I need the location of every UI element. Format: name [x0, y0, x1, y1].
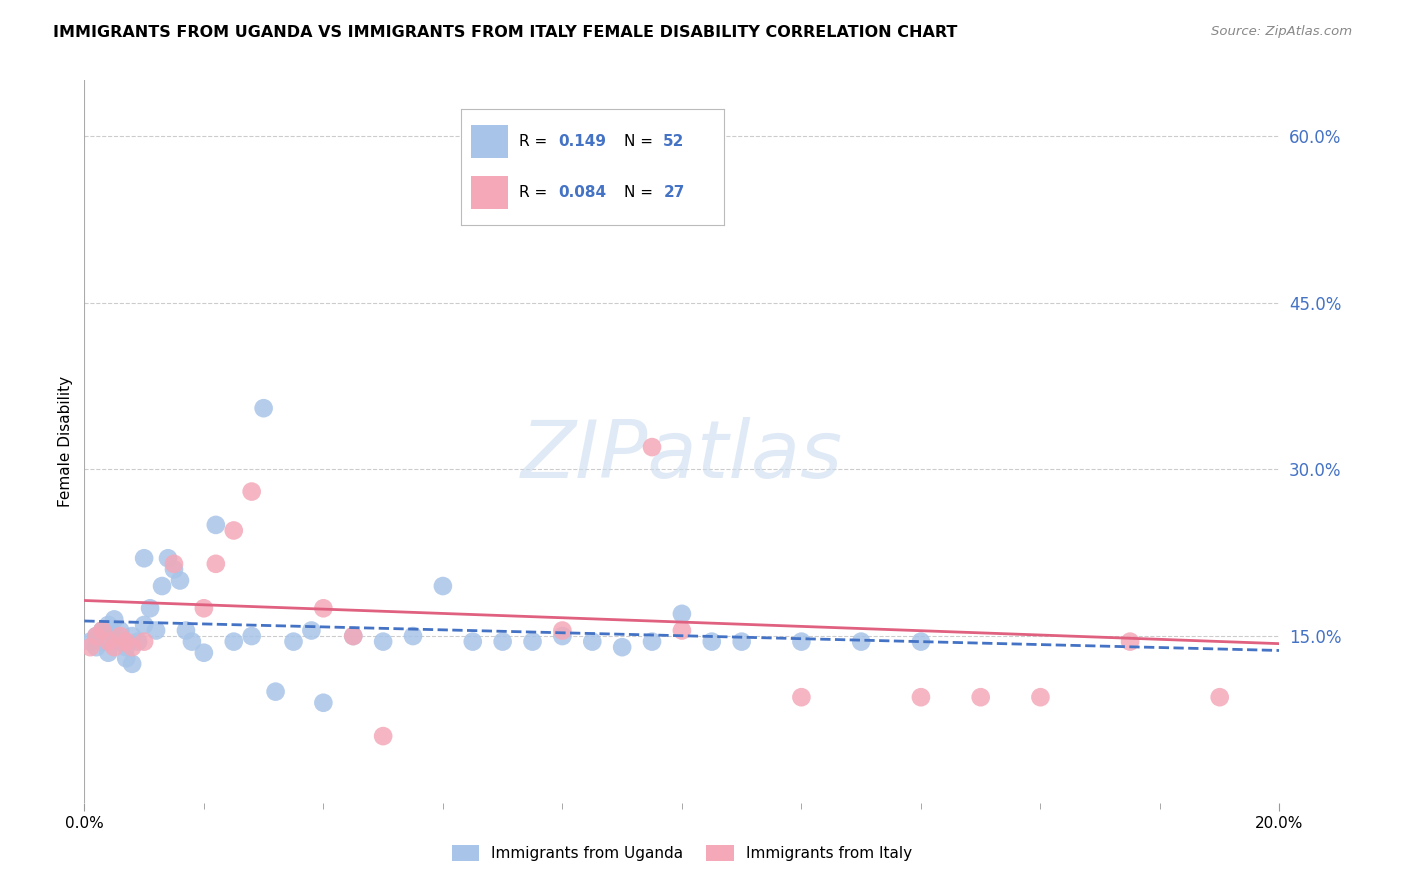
- Point: [612, 640, 634, 655]
- Point: [731, 634, 754, 648]
- Point: [373, 729, 395, 743]
- Point: [91, 634, 114, 648]
- Point: [121, 657, 143, 671]
- Point: [910, 690, 932, 705]
- Point: [157, 551, 180, 566]
- Point: [790, 690, 813, 705]
- Point: [132, 551, 156, 566]
- Point: [264, 684, 287, 698]
- Point: [145, 624, 167, 638]
- Point: [127, 634, 149, 648]
- Point: [253, 401, 276, 416]
- Point: [110, 629, 132, 643]
- Y-axis label: Female Disability: Female Disability: [58, 376, 73, 508]
- Point: [373, 634, 395, 648]
- Point: [139, 601, 162, 615]
- Point: [970, 690, 993, 705]
- Point: [671, 624, 693, 638]
- Point: [301, 624, 323, 638]
- Point: [193, 646, 215, 660]
- Point: [132, 634, 156, 648]
- Point: [91, 624, 114, 638]
- Point: [581, 634, 603, 648]
- Point: [97, 646, 120, 660]
- Point: [86, 640, 108, 655]
- Point: [1209, 690, 1232, 705]
- Point: [110, 634, 132, 648]
- Point: [910, 634, 932, 648]
- Point: [222, 634, 245, 648]
- Point: [240, 484, 263, 499]
- Point: [312, 696, 335, 710]
- Legend: Immigrants from Uganda, Immigrants from Italy: Immigrants from Uganda, Immigrants from …: [446, 839, 918, 867]
- Point: [193, 601, 215, 615]
- Point: [551, 629, 574, 643]
- Point: [432, 579, 454, 593]
- Point: [150, 579, 173, 593]
- Point: [851, 634, 873, 648]
- Point: [115, 640, 138, 655]
- Point: [103, 629, 125, 643]
- Point: [205, 517, 228, 532]
- Point: [522, 634, 544, 648]
- Point: [110, 624, 132, 638]
- Point: [115, 651, 138, 665]
- Point: [402, 629, 425, 643]
- Point: [181, 634, 204, 648]
- Point: [1029, 690, 1052, 705]
- Point: [79, 640, 101, 655]
- Point: [612, 207, 634, 221]
- Text: ZIPatlas: ZIPatlas: [520, 417, 844, 495]
- Point: [551, 624, 574, 638]
- Point: [700, 634, 723, 648]
- Point: [132, 618, 156, 632]
- Point: [97, 634, 120, 648]
- Point: [174, 624, 197, 638]
- Point: [283, 634, 305, 648]
- Point: [121, 629, 143, 643]
- Point: [671, 607, 693, 621]
- Point: [492, 634, 515, 648]
- Point: [86, 629, 108, 643]
- Point: [169, 574, 191, 588]
- Point: [163, 557, 186, 571]
- Point: [461, 634, 484, 648]
- Point: [240, 629, 263, 643]
- Point: [121, 640, 143, 655]
- Point: [312, 601, 335, 615]
- Point: [205, 557, 228, 571]
- Point: [641, 440, 664, 454]
- Point: [790, 634, 813, 648]
- Point: [103, 640, 125, 655]
- Point: [163, 562, 186, 576]
- Point: [222, 524, 245, 538]
- Point: [641, 634, 664, 648]
- Point: [115, 634, 138, 648]
- Point: [342, 629, 364, 643]
- Point: [79, 634, 101, 648]
- Point: [86, 629, 108, 643]
- Text: Source: ZipAtlas.com: Source: ZipAtlas.com: [1212, 25, 1353, 38]
- Point: [97, 618, 120, 632]
- Point: [1119, 634, 1142, 648]
- Point: [103, 612, 125, 626]
- Point: [91, 624, 114, 638]
- Text: IMMIGRANTS FROM UGANDA VS IMMIGRANTS FROM ITALY FEMALE DISABILITY CORRELATION CH: IMMIGRANTS FROM UGANDA VS IMMIGRANTS FRO…: [53, 25, 957, 40]
- Point: [342, 629, 364, 643]
